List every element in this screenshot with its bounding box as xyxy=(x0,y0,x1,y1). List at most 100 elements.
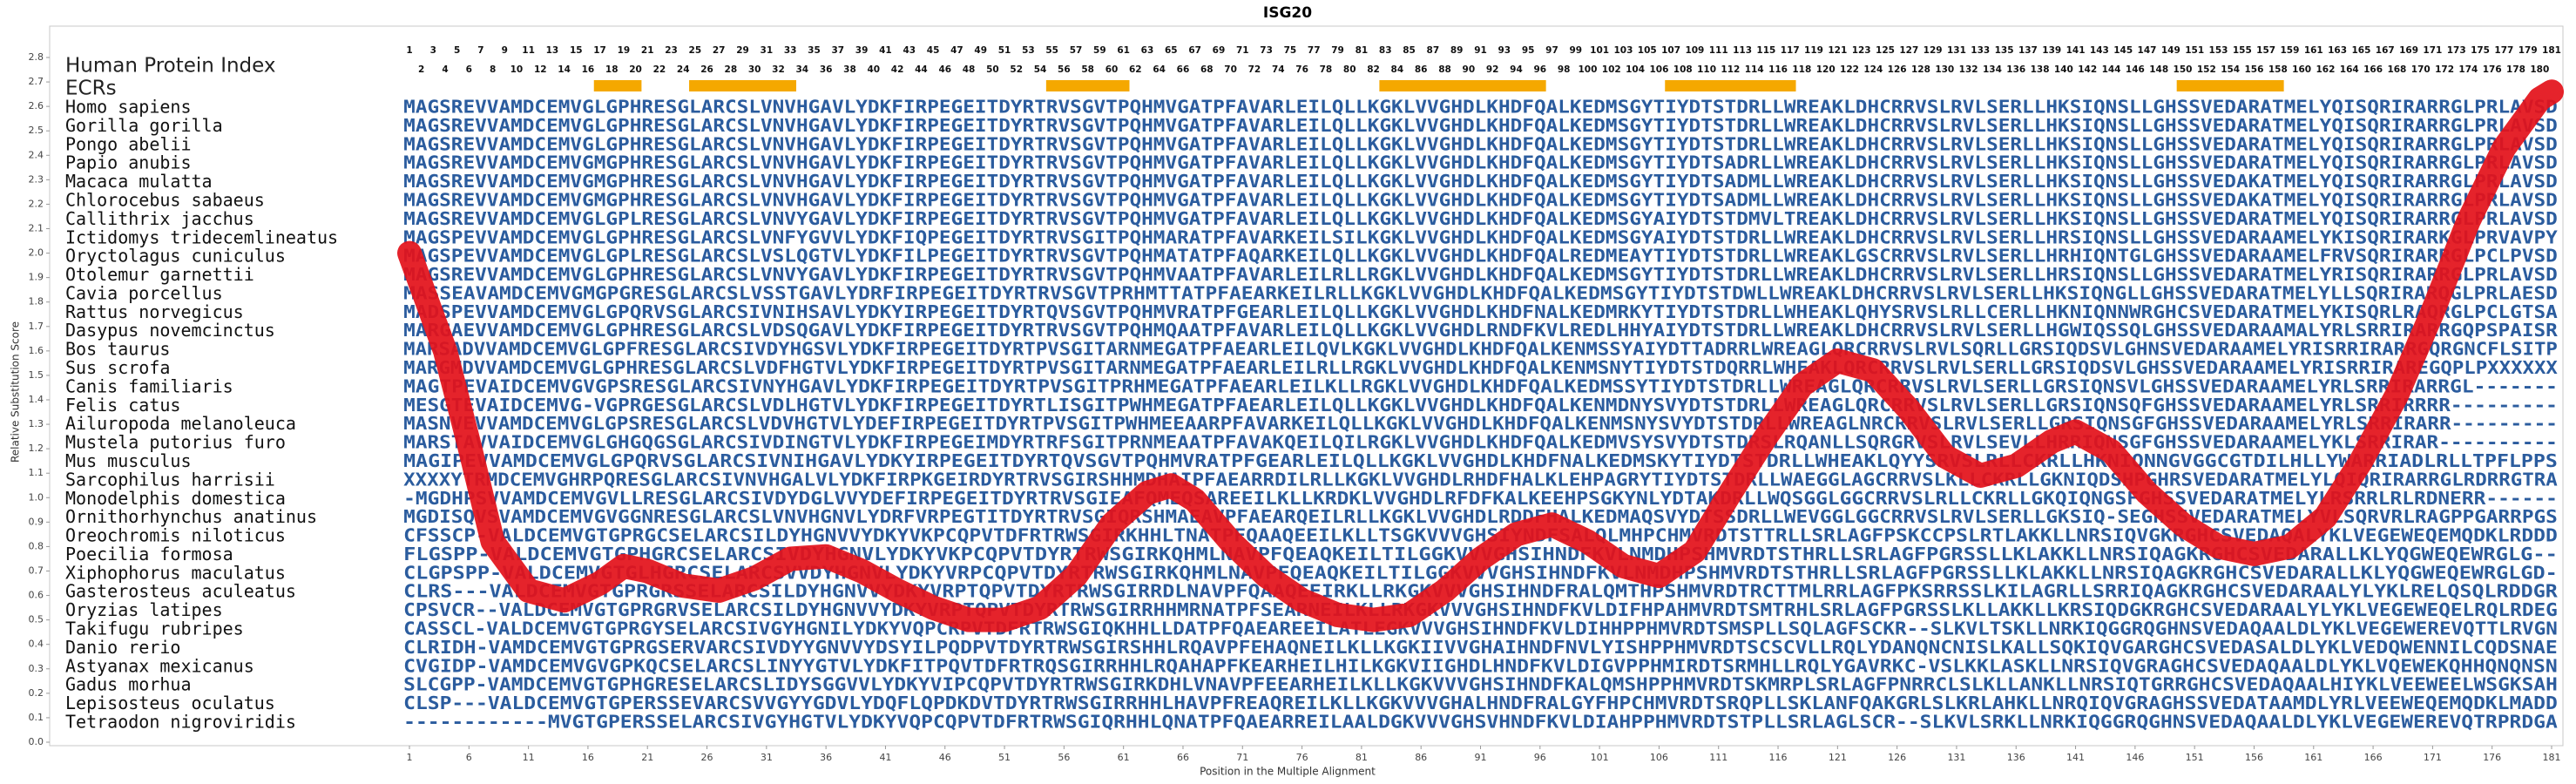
species-name: Mustela putorius furo xyxy=(65,432,286,453)
x-tick-label: 81 xyxy=(1356,752,1368,763)
species-name: Callithrix jacchus xyxy=(65,208,254,229)
y-tick-label: 1.8 xyxy=(29,296,44,308)
hpi-number: 103 xyxy=(1613,45,1633,56)
hpi-number: 50 xyxy=(986,64,999,75)
hpi-number: 124 xyxy=(1863,64,1883,75)
hpi-number: 174 xyxy=(2458,64,2478,75)
hpi-number: 88 xyxy=(1438,64,1451,75)
hpi-number: 111 xyxy=(1709,45,1728,56)
hpi-number: 22 xyxy=(653,64,666,75)
hpi-number: 14 xyxy=(558,64,571,75)
hpi-number: 175 xyxy=(2471,45,2490,56)
hpi-number: 47 xyxy=(950,45,963,56)
hpi-number: 86 xyxy=(1415,64,1428,75)
hpi-number: 48 xyxy=(963,64,976,75)
species-name: Lepisosteus oculatus xyxy=(65,693,275,713)
hpi-number: 114 xyxy=(1745,64,1764,75)
x-tick-label: 101 xyxy=(1591,752,1609,763)
y-tick-label: 0.7 xyxy=(29,565,44,577)
hpi-number: 140 xyxy=(2054,64,2073,75)
hpi-number: 24 xyxy=(677,64,690,75)
hpi-number: 113 xyxy=(1733,45,1752,56)
hpi-number: 39 xyxy=(855,45,869,56)
sequence: ------------MVGTGPERSSELARCSIVGYHGTVLYDK… xyxy=(403,712,2558,733)
sequence: XXXXYTRMDCEMVGHRPQRESGLARCSIVNVHGALVLYDK… xyxy=(403,469,2558,490)
hpi-number: 156 xyxy=(2245,64,2264,75)
hpi-number: 137 xyxy=(2018,45,2038,56)
hpi-number: 55 xyxy=(1045,45,1058,56)
sequence: CPSVCR--VALDCEMVGTGPRGRVSELARCSILDYHGNVV… xyxy=(403,599,2558,620)
hpi-number: 38 xyxy=(843,64,856,75)
hpi-number: 117 xyxy=(1781,45,1800,56)
x-tick-label: 56 xyxy=(1058,752,1070,763)
x-tick-label: 51 xyxy=(998,752,1011,763)
species-name: Poecilia formosa xyxy=(65,544,233,564)
hpi-number: 4 xyxy=(442,64,448,75)
hpi-number: 42 xyxy=(891,64,904,75)
x-tick-label: 6 xyxy=(466,752,472,763)
hpi-number: 101 xyxy=(1590,45,1609,56)
hpi-number: 45 xyxy=(927,45,940,56)
hpi-number: 115 xyxy=(1756,45,1775,56)
hpi-number: 176 xyxy=(2483,64,2502,75)
species-name: Gadus morhua xyxy=(65,674,192,695)
species-name: Chlorocebus sabaeus xyxy=(65,189,265,210)
ecr-bar xyxy=(1379,80,1546,91)
hpi-number: 171 xyxy=(2423,45,2442,56)
species-name: Canis familiaris xyxy=(65,375,233,396)
species-name: Homo sapiens xyxy=(65,97,192,118)
hpi-number: 133 xyxy=(1971,45,1990,56)
hpi-number: 65 xyxy=(1165,45,1178,56)
x-tick-label: 66 xyxy=(1177,752,1189,763)
x-tick-label: 116 xyxy=(1769,752,1788,763)
hpi-number: 20 xyxy=(629,64,642,75)
species-name: Danio rerio xyxy=(65,637,180,658)
hpi-number: 135 xyxy=(1995,45,2014,56)
y-tick-label: 1.4 xyxy=(29,394,44,405)
hpi-number: 126 xyxy=(1888,64,1907,75)
y-tick-label: 2.6 xyxy=(29,100,44,112)
hpi-number: 9 xyxy=(502,45,508,56)
y-tick-label: 2.8 xyxy=(29,51,44,63)
x-tick-label: 161 xyxy=(2304,752,2322,763)
hpi-number: 84 xyxy=(1391,64,1404,75)
hpi-number: 123 xyxy=(1852,45,1871,56)
species-name: Macaca mulatta xyxy=(65,171,213,192)
hpi-number: 13 xyxy=(546,45,559,56)
species-name: Oreochromis niloticus xyxy=(65,525,286,546)
hpi-number: 157 xyxy=(2256,45,2275,56)
x-tick-label: 21 xyxy=(641,752,653,763)
hpi-number: 59 xyxy=(1093,45,1106,56)
x-tick-label: 26 xyxy=(701,752,713,763)
x-tick-label: 106 xyxy=(1650,752,1668,763)
sequence: -MGDHPSVVAMDCEMVGVLLRESGLARCSIVDYDGLVVYD… xyxy=(403,488,2558,509)
y-tick-label: 0.0 xyxy=(29,736,44,747)
hpi-number: 71 xyxy=(1236,45,1249,56)
species-name: Oryzias latipes xyxy=(65,599,223,620)
x-axis-label: Position in the Multiple Alignment xyxy=(1200,766,1376,778)
hpi-number: 98 xyxy=(1558,64,1571,75)
hpi-number: 33 xyxy=(784,45,797,56)
hpi-number: 32 xyxy=(772,64,785,75)
x-tick-label: 146 xyxy=(2126,752,2144,763)
hpi-number: 127 xyxy=(1899,45,1918,56)
hpi-number: 73 xyxy=(1260,45,1273,56)
sequence: CLSP---VALDCEMVGTGPERSSEVARCSVVGYYGDVLYD… xyxy=(403,693,2558,713)
hpi-number: 19 xyxy=(618,45,631,56)
hpi-number: 26 xyxy=(700,64,713,75)
hpi-number: 7 xyxy=(477,45,483,56)
hpi-number: 29 xyxy=(736,45,749,56)
sequence: MAGSREVVAMDCEMVGLGPLRESGLARCSLVNVYGAVLYD… xyxy=(403,208,2558,229)
hpi-number: 120 xyxy=(1816,64,1836,75)
hpi-number: 173 xyxy=(2447,45,2466,56)
x-tick-label: 136 xyxy=(2007,752,2025,763)
species-name: Sarcophilus harrisii xyxy=(65,469,275,490)
sequence: MAGSREVVAMDCEMVGLGPHRESGLARCSLVNVYGAVLYD… xyxy=(403,264,2558,285)
y-axis-label: Relative Substitution Score xyxy=(10,321,22,463)
hpi-number: 92 xyxy=(1486,64,1499,75)
hpi-number: 8 xyxy=(490,64,496,75)
species-name: Gasterosteus aculeatus xyxy=(65,581,296,602)
hpi-number: 105 xyxy=(1638,45,1657,56)
x-tick-label: 31 xyxy=(761,752,773,763)
hpi-number: 18 xyxy=(605,64,619,75)
